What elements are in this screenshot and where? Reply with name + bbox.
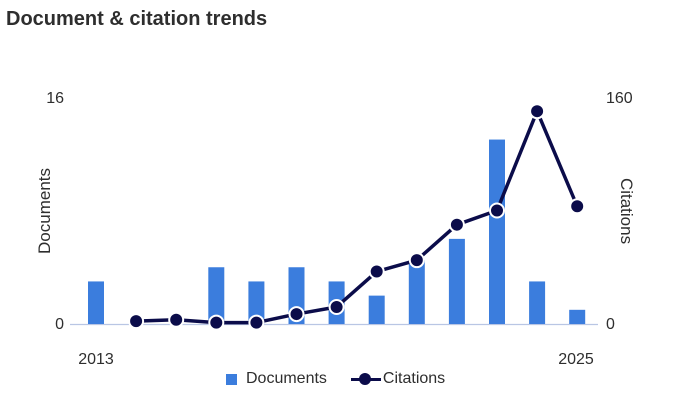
citations-point[interactable] xyxy=(248,314,265,331)
citations-swatch xyxy=(350,373,381,385)
left-axis-max-label: 16 xyxy=(46,90,64,107)
citations-line xyxy=(128,103,586,331)
documents-bar[interactable] xyxy=(529,281,546,324)
citations-point[interactable] xyxy=(168,311,185,328)
documents-bar[interactable] xyxy=(248,281,265,324)
documents-bars xyxy=(88,139,586,324)
left-axis-min-label: 0 xyxy=(55,316,64,333)
citations-point[interactable] xyxy=(328,298,345,315)
citations-point[interactable] xyxy=(489,202,505,219)
documents-bar[interactable] xyxy=(208,267,225,324)
citations-point[interactable] xyxy=(529,103,546,120)
right-axis-max-label: 160 xyxy=(606,90,633,107)
documents-bar[interactable] xyxy=(408,260,425,324)
x-axis-start-label: 2013 xyxy=(78,351,114,368)
documents-swatch xyxy=(226,373,237,385)
citations-point[interactable] xyxy=(368,263,385,280)
chart-title: Document & citation trends xyxy=(6,8,268,30)
citations-line-path xyxy=(136,109,579,325)
citations-point[interactable] xyxy=(288,306,305,323)
citations-point[interactable] xyxy=(208,314,225,331)
documents-bar[interactable] xyxy=(569,309,586,324)
documents-bar[interactable] xyxy=(448,238,465,324)
legend-item-citations[interactable]: Citations xyxy=(350,370,446,388)
documents-bar[interactable] xyxy=(489,139,505,324)
citations-point[interactable] xyxy=(128,313,145,330)
x-axis-end-label: 2025 xyxy=(558,351,594,368)
documents-bar[interactable] xyxy=(88,281,104,324)
right-axis-title: Citations xyxy=(617,178,636,244)
legend-label-citations: Citations xyxy=(382,370,446,387)
citations-point[interactable] xyxy=(569,198,586,215)
citations-point[interactable] xyxy=(448,216,465,233)
documents-bar[interactable] xyxy=(368,295,385,324)
citations-point[interactable] xyxy=(408,252,425,269)
right-axis-min-label: 0 xyxy=(606,316,615,333)
legend-label-documents: Documents xyxy=(246,370,327,387)
left-axis-title: Documents xyxy=(35,168,54,254)
legend-item-documents[interactable]: Documents xyxy=(226,370,327,388)
chart-legend: Documents Citations xyxy=(226,370,445,388)
